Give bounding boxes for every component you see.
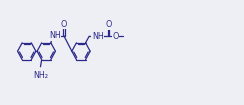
Text: O: O — [112, 32, 118, 41]
Text: NH: NH — [92, 32, 103, 41]
Text: O: O — [61, 20, 67, 29]
Text: NH₂: NH₂ — [33, 71, 48, 80]
Text: NH: NH — [49, 31, 61, 40]
Text: O: O — [105, 20, 112, 29]
